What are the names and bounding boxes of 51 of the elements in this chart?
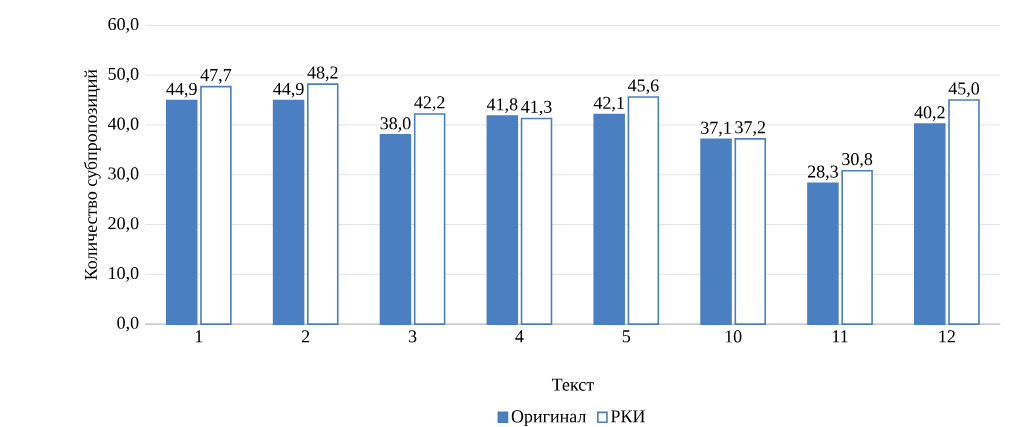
bar — [807, 182, 839, 325]
data-label: 45,0 — [948, 82, 980, 98]
data-label: 40,2 — [914, 106, 945, 122]
bar — [486, 115, 519, 325]
bar — [379, 134, 412, 325]
y-tick-label: 40,0 — [107, 117, 139, 133]
bar — [200, 85, 232, 325]
bar — [627, 96, 660, 325]
data-label: 28,3 — [807, 165, 838, 181]
data-label: 37,2 — [735, 121, 766, 137]
bar — [948, 99, 980, 325]
bar — [165, 99, 198, 325]
data-label: 44,9 — [166, 83, 197, 98]
x-tick-label: 10 — [725, 330, 742, 343]
x-axis-title: Текст — [551, 378, 594, 391]
bar — [914, 123, 946, 325]
x-tick-label: 1 — [195, 330, 203, 343]
y-axis-title: Количество субпропозиций — [83, 69, 101, 280]
bar — [700, 138, 732, 325]
data-label: 30,8 — [842, 153, 873, 168]
x-tick-label: 11 — [832, 330, 848, 343]
y-tick-label: 60,0 — [108, 18, 139, 33]
data-label: 42,2 — [414, 96, 445, 112]
x-tick-label: 3 — [408, 330, 417, 343]
data-label: 37,1 — [701, 121, 731, 137]
bar — [520, 117, 553, 325]
bar — [272, 99, 305, 325]
y-tick-label: 0,0 — [117, 316, 139, 332]
data-label: 42,1 — [593, 96, 624, 112]
bar — [413, 113, 446, 325]
bar — [593, 113, 625, 325]
bar — [307, 83, 339, 325]
data-label: 48,2 — [307, 66, 338, 82]
data-label: 44,9 — [273, 83, 304, 98]
data-label: 47,7 — [200, 69, 232, 84]
y-tick-label: 10,0 — [109, 267, 139, 282]
y-tick-label: 30,0 — [108, 167, 139, 183]
data-label: 38,0 — [380, 117, 411, 133]
x-tick-label: 2 — [301, 330, 310, 343]
x-tick-label: 5 — [622, 330, 631, 343]
y-tick-label: 50,0 — [108, 67, 139, 83]
y-tick-label: 20,0 — [108, 217, 139, 232]
legend-label: Оригинал — [511, 410, 586, 427]
data-label: 41,8 — [486, 98, 518, 114]
bar — [841, 170, 873, 325]
legend-label: РКИ — [610, 410, 645, 423]
x-tick-label: 12 — [939, 330, 955, 343]
data-label: 41,3 — [521, 100, 552, 116]
bar — [734, 138, 767, 325]
x-tick-label: 4 — [515, 330, 524, 343]
data-label: 45,6 — [627, 79, 659, 95]
